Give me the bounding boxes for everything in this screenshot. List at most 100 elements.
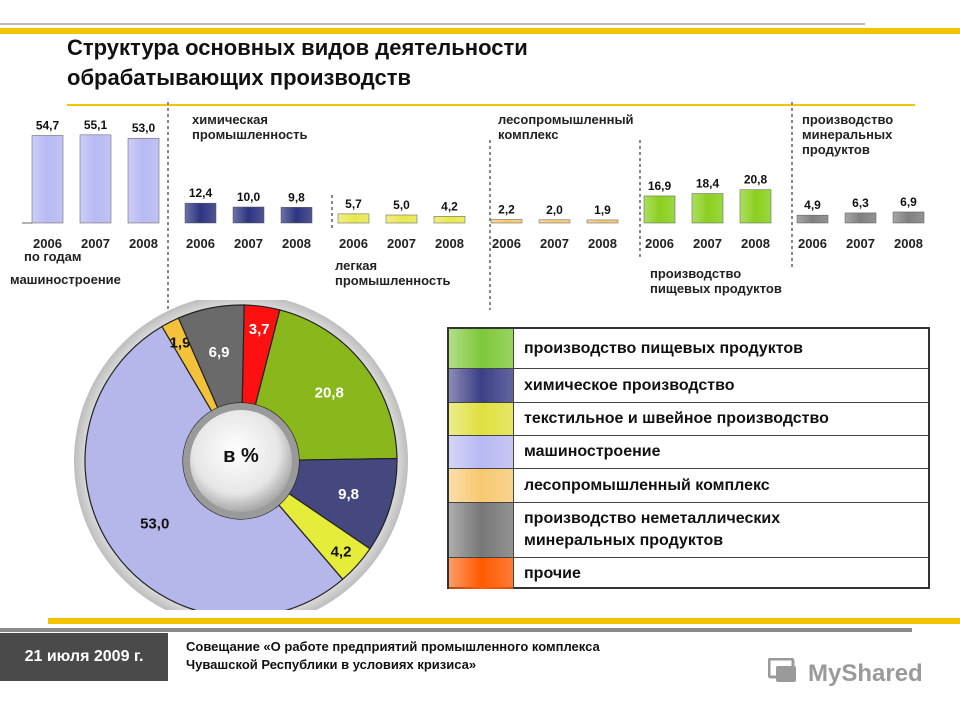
year-tick-label: 2006: [798, 236, 827, 251]
footer-date: 21 июля 2009 г.: [0, 633, 168, 681]
bar-4-2006: [643, 195, 676, 224]
category-label-timber: лесопромышленный комплекс: [498, 112, 634, 142]
legend-label: текстильное и швейное производство: [524, 410, 829, 427]
year-tick-label: 2007: [81, 236, 110, 251]
title-rule-yellow: [67, 104, 915, 106]
bar-1-2006: [184, 202, 217, 224]
logo-icon: [767, 657, 798, 684]
pie-value-label: 20,8: [315, 384, 344, 401]
bar-value-label: 1,9: [594, 203, 611, 217]
bar-value-label: 5,7: [345, 197, 362, 211]
bar-value-label: 5,0: [393, 198, 410, 212]
legend-label: лесопромышленный комплекс: [524, 476, 770, 494]
legend-swatch: [449, 436, 514, 468]
bar-value-label: 20,8: [744, 173, 768, 187]
year-tick-label: 2006: [33, 236, 62, 251]
legend-swatch: [449, 469, 514, 502]
bar-0-2007: [79, 134, 112, 224]
year-tick-label: 2008: [129, 236, 158, 251]
pie-value-label: 4,2: [331, 543, 352, 560]
bar-value-label: 4,9: [804, 198, 821, 212]
legend-label: производство пищевых продуктов: [524, 339, 803, 357]
category-label-machine: машиностроение: [10, 272, 121, 287]
bar-1-2007: [232, 206, 265, 224]
bar-1-2008: [280, 207, 313, 224]
year-tick-label: 2007: [540, 236, 569, 251]
pie-value-label: 53,0: [140, 516, 169, 533]
legend-row: машиностроение: [449, 436, 928, 469]
legend-row: химическое производство: [449, 369, 928, 403]
bar-2-2008: [433, 216, 466, 224]
bar-5-2006: [796, 214, 829, 224]
legend-swatch: [449, 369, 514, 402]
year-tick-label: 2007: [234, 236, 263, 251]
bar-value-label: 2,2: [498, 202, 515, 216]
pie-value-label: 1,9: [170, 334, 191, 351]
top-rule-yellow: [0, 28, 960, 34]
pie-value-label: 3,7: [249, 321, 270, 338]
bars-section-label: по годам: [24, 249, 82, 264]
category-label-mineral: производство минеральных продуктов: [802, 112, 894, 157]
page-title: Структура основных видов деятельности об…: [67, 35, 528, 90]
bar-value-label: 16,9: [648, 179, 672, 193]
legend-row: текстильное и швейное производство: [449, 403, 928, 436]
legend: производство пищевых продуктов химическое…: [447, 327, 930, 589]
legend-swatch: [449, 329, 514, 368]
logo: MyShared: [808, 660, 923, 687]
legend-label: машиностроение: [524, 443, 661, 460]
bar-value-label: 6,9: [900, 195, 917, 209]
bar-3-2008: [586, 219, 619, 224]
footer-rule-gray: [0, 628, 912, 632]
bar-0-2008: [127, 137, 160, 224]
bar-value-label: 9,8: [288, 190, 305, 204]
legend-swatch: [449, 558, 514, 589]
bar-value-label: 54,7: [36, 118, 60, 132]
year-tick-label: 2007: [693, 236, 722, 251]
legend-label: прочие: [524, 564, 581, 582]
bar-value-label: 2,0: [546, 203, 563, 217]
bar-0-2006: [31, 135, 64, 224]
bar-chart: 54,7 2006 55,1 2007 53,0 2008 12,4 2006 10,0 2007…: [22, 102, 925, 310]
bar-value-label: 6,3: [852, 196, 869, 210]
bar-value-label: 12,4: [189, 186, 213, 200]
bar-2-2006: [337, 213, 370, 224]
bar-3-2006: [490, 219, 523, 224]
legend-row: лесопромышленный комплекс: [449, 469, 928, 503]
year-tick-label: 2008: [282, 236, 311, 251]
category-label-light: легкая промышленность: [335, 258, 451, 288]
category-label-chemical: химическая промышленность: [192, 112, 308, 142]
category-label-food: производство пищевых продуктов: [650, 266, 782, 296]
bar-value-label: 18,4: [696, 177, 720, 191]
legend-swatch: [449, 403, 514, 435]
year-tick-label: 2006: [186, 236, 215, 251]
bar-value-label: 10,0: [237, 190, 261, 204]
year-tick-label: 2007: [387, 236, 416, 251]
bar-5-2007: [844, 212, 877, 224]
year-tick-label: 2008: [588, 236, 617, 251]
bar-value-label: 4,2: [441, 199, 458, 213]
legend-row: производство неметаллических минеральных…: [449, 503, 928, 558]
pie-center-label: в %: [223, 445, 259, 467]
legend-row: прочие: [449, 558, 928, 589]
bar-4-2008: [739, 189, 772, 224]
bar-4-2007: [691, 193, 724, 224]
bar-3-2007: [538, 219, 571, 224]
bar-2-2007: [385, 214, 418, 224]
footer-rule-yellow: [48, 618, 960, 624]
bar-value-label: 53,0: [132, 121, 156, 135]
year-tick-label: 2006: [339, 236, 368, 251]
footer-meeting-text: Совещание «О работе предприятий промышле…: [186, 639, 600, 672]
pie-value-label: 6,9: [209, 344, 230, 361]
year-tick-label: 2008: [741, 236, 770, 251]
year-tick-label: 2007: [846, 236, 875, 251]
pie-chart: 3,7 20,8 9,8 4,2 53,0 1,9 6,9: [74, 300, 408, 610]
bar-5-2008: [892, 211, 925, 224]
bar-value-label: 55,1: [84, 118, 108, 132]
year-tick-label: 2006: [645, 236, 674, 251]
legend-swatch: [449, 503, 514, 557]
legend-label: химическое производство: [524, 376, 735, 394]
year-tick-label: 2006: [492, 236, 521, 251]
pie-value-label: 9,8: [338, 486, 359, 503]
pie-hole: [190, 410, 292, 512]
legend-label: производство неметаллических минеральных…: [524, 510, 781, 549]
